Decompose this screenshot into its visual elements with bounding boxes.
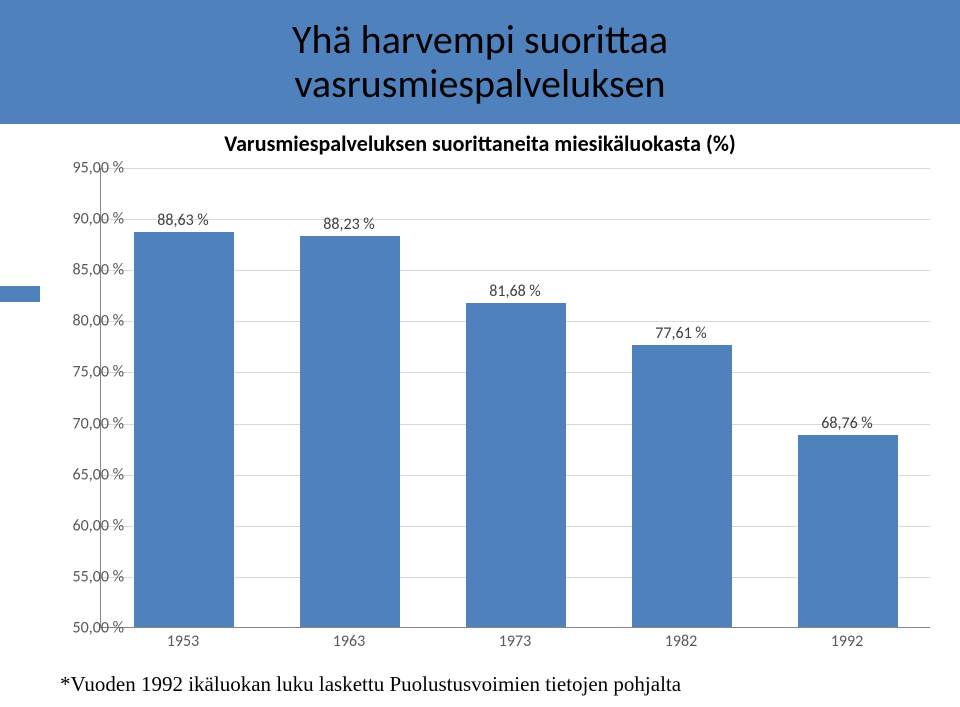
title-banner: Yhä harvempi suorittaa vasrusmiespalvelu…: [0, 0, 960, 124]
y-tick-label: 70,00 %: [34, 414, 124, 433]
slide-title-line1: Yhä harvempi suorittaa: [292, 18, 668, 62]
bar-value-label: 77,61 %: [621, 324, 741, 343]
y-tick-label: 50,00 %: [34, 619, 124, 638]
bar: [300, 236, 400, 627]
y-tick-label: 95,00 %: [34, 159, 124, 178]
x-tick-label: 1982: [665, 632, 697, 651]
y-tick-label: 85,00 %: [34, 261, 124, 280]
y-tick-label: 65,00 %: [34, 465, 124, 484]
bar-value-label: 88,63 %: [123, 211, 243, 230]
chart-container: Varusmiespalveluksen suorittaneita miesi…: [0, 124, 960, 664]
grid-line: [101, 168, 930, 169]
bar: [466, 303, 566, 627]
y-tick-label: 60,00 %: [34, 516, 124, 535]
y-tick-label: 90,00 %: [34, 210, 124, 229]
y-tick-label: 80,00 %: [34, 312, 124, 331]
x-tick-label: 1963: [333, 632, 365, 651]
decorative-left-bar: [0, 286, 40, 302]
x-tick-label: 1953: [167, 632, 199, 651]
x-tick-label: 1992: [831, 632, 863, 651]
bar: [798, 435, 898, 627]
y-tick-label: 55,00 %: [34, 567, 124, 586]
footnote: *Vuoden 1992 ikäluokan luku laskettu Puo…: [60, 672, 681, 697]
bar: [632, 345, 732, 627]
y-tick-label: 75,00 %: [34, 363, 124, 382]
plot-area: [100, 168, 930, 628]
bar: [134, 232, 234, 627]
chart-title: Varusmiespalveluksen suorittaneita miesi…: [0, 130, 960, 157]
bar-value-label: 81,68 %: [455, 282, 575, 301]
bar-value-label: 68,76 %: [787, 414, 907, 433]
slide-title-line2: vasrusmiespalveluksen: [294, 62, 665, 106]
x-tick-label: 1973: [499, 632, 531, 651]
bar-value-label: 88,23 %: [289, 215, 409, 234]
